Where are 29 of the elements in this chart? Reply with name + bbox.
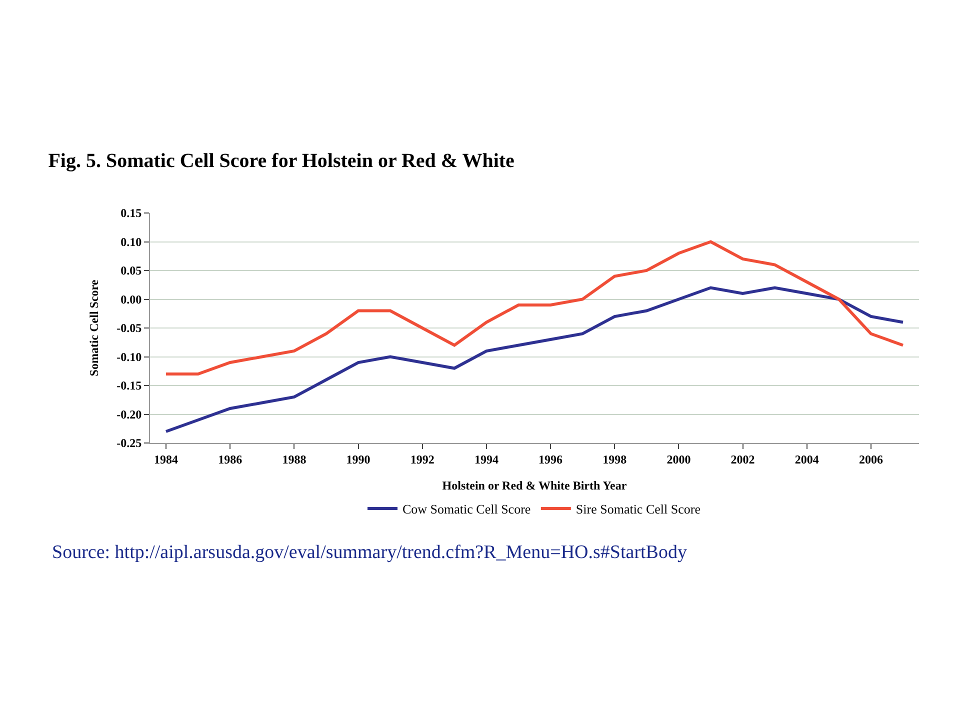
x-tick-label: 1990: [346, 452, 370, 466]
y-axis-title: Somatic Cell Score: [86, 279, 101, 376]
x-tick-label: 1984: [154, 452, 178, 466]
x-tick-label: 2000: [666, 452, 691, 466]
x-tick-label: 1988: [282, 452, 306, 466]
y-tick-label: -0.05: [116, 321, 142, 336]
x-tick-label: 1994: [474, 452, 498, 466]
y-tick-label: 0.00: [120, 292, 142, 306]
y-tick-label: -0.10: [116, 350, 142, 364]
legend-label: Sire Somatic Cell Score: [576, 502, 701, 517]
legend-label: Cow Somatic Cell Score: [402, 502, 531, 517]
chart-title: Fig. 5. Somatic Cell Score for Holstein or Red & White: [48, 150, 515, 172]
x-axis-title: Holstein or Red & White Birth Year: [442, 478, 628, 492]
x-tick-label: 2006: [858, 452, 883, 466]
source-note: Source: http://aipl.arsusda.gov/eval/summary/trend.cfm?R_Menu=HO.s#StartBody: [52, 542, 688, 563]
x-tick-label: 1996: [538, 452, 563, 466]
y-tick-label: -0.15: [116, 378, 142, 393]
x-tick-label: 1998: [602, 452, 627, 466]
x-tick-label: 2004: [794, 452, 819, 466]
line-series: [164, 286, 904, 433]
x-tick-label: 1992: [410, 452, 434, 466]
x-tick-label: 2002: [730, 452, 755, 466]
y-tick-label: -0.25: [116, 436, 142, 450]
y-tick-label: 0.15: [120, 206, 142, 220]
y-tick-label: 0.05: [120, 264, 142, 278]
y-tick-label: -0.20: [116, 407, 142, 422]
line-series: [164, 240, 904, 376]
x-tick-label: 1986: [218, 452, 242, 466]
y-tick-label: 0.10: [120, 234, 142, 249]
